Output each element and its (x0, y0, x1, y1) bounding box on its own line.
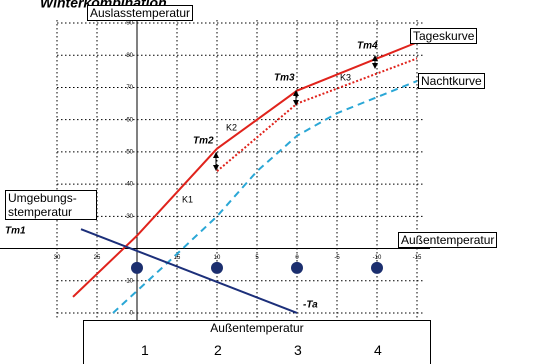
annotation: K1 (182, 194, 193, 204)
x-tick-label: -15 (413, 255, 422, 261)
annotation: Tm3 (274, 73, 295, 84)
x-tick-label: 5 (255, 255, 259, 261)
annotation: K3 (340, 72, 351, 82)
y-tick-label: 40 (126, 182, 133, 188)
y-tick-label: 80 (126, 53, 133, 59)
series-label: Nachtkurve (418, 73, 485, 89)
series-label: Umgebungs-stemperatur (5, 190, 97, 220)
x-tick-label: -10 (373, 255, 382, 261)
annotation: Tm1 (5, 226, 26, 237)
y-tick-label: 90 (126, 21, 133, 27)
series-line (80, 228, 298, 314)
series-line (216, 57, 418, 172)
y-tick-label: 60 (126, 117, 133, 123)
point (211, 261, 223, 274)
y-tick-label: 70 (126, 85, 133, 91)
series-line (72, 41, 418, 298)
table-cell: 4 (374, 342, 382, 358)
point (371, 261, 383, 274)
y-tick-label: 50 (126, 149, 133, 155)
x-tick-label: 0 (295, 255, 299, 261)
series-line (112, 80, 418, 314)
table-cell: 2 (214, 342, 222, 358)
table: Außentemperatur 1 2 3 4 (83, 320, 431, 364)
table-cell: 3 (294, 342, 302, 358)
x-tick-label: 10 (214, 255, 221, 261)
gap-arrows (213, 55, 378, 171)
y-axis-label: Auslasstemperatur (87, 5, 194, 21)
x-tick-label: -5 (334, 255, 340, 261)
point (291, 261, 303, 274)
y-tick-label: 0 (130, 311, 134, 317)
table-title: Außentemperatur (210, 321, 304, 335)
y-tick-label: 10 (126, 278, 133, 284)
y-tick-label: 30 (126, 214, 133, 220)
x-axis-label: Außentemperatur (398, 232, 498, 248)
x-tick-label: 15 (174, 255, 181, 261)
series-label: Tageskurve (410, 28, 478, 44)
annotation: Tm4 (357, 41, 378, 52)
point (131, 261, 143, 274)
x-tick-label: 25 (94, 255, 101, 261)
annotation: -Ta (303, 300, 318, 311)
table-cell: 1 (141, 342, 149, 358)
annotation: Tm2 (193, 136, 214, 147)
annotation: K2 (226, 122, 237, 132)
x-tick-label: 30 (54, 255, 61, 261)
